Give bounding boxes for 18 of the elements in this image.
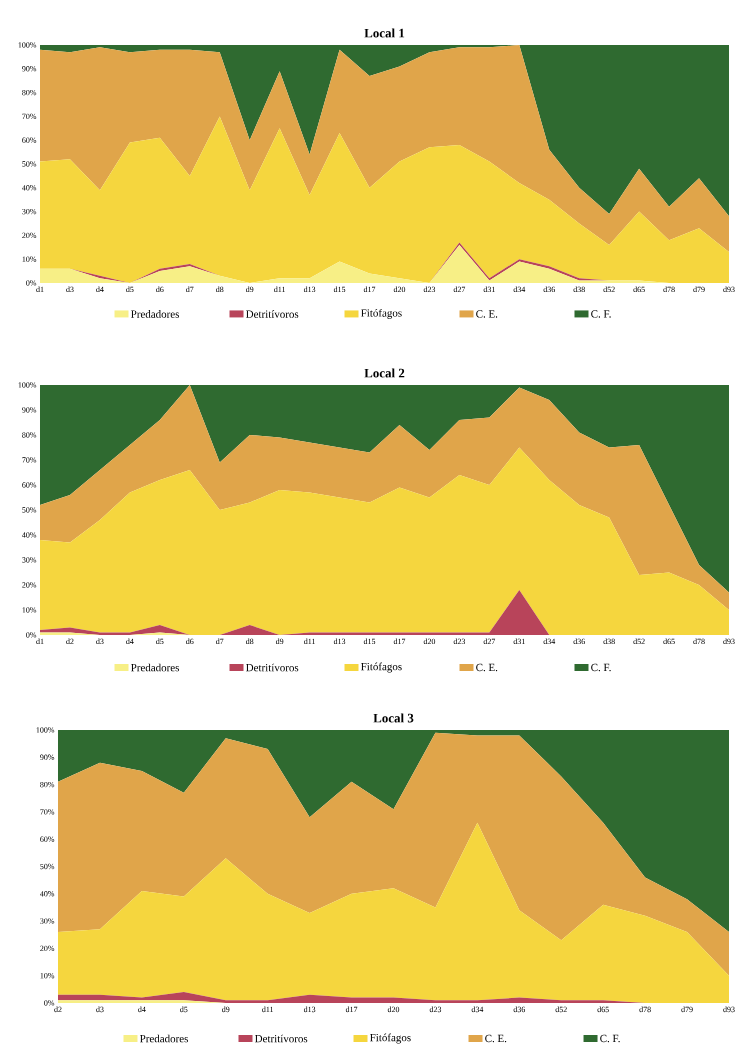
legend-label: Predadores — [130, 310, 179, 318]
legend-label: Detritívoros — [254, 1034, 308, 1043]
legend-label: Detritívoros — [245, 310, 299, 318]
chart-title: Local 2 — [364, 368, 405, 378]
legend-label: C. E. — [485, 1034, 507, 1043]
legend-label: C. F. — [600, 1034, 620, 1043]
legend-label: Fitófagos — [360, 662, 402, 673]
legend-label: Predadores — [139, 1034, 188, 1043]
legend-label: C. E. — [476, 310, 498, 318]
legend-label: Fitófagos — [360, 308, 402, 319]
legend-label: C. F. — [591, 310, 611, 318]
legend-label: C. E. — [476, 663, 498, 672]
legend-label: Predadores — [130, 663, 179, 672]
legend-label: Fitófagos — [369, 1033, 411, 1044]
chart-title: Local 1 — [364, 28, 405, 38]
legend-label: C. F. — [591, 663, 611, 672]
chart-title: Local 3 — [373, 713, 414, 723]
legend-label: Detritívoros — [245, 663, 299, 672]
